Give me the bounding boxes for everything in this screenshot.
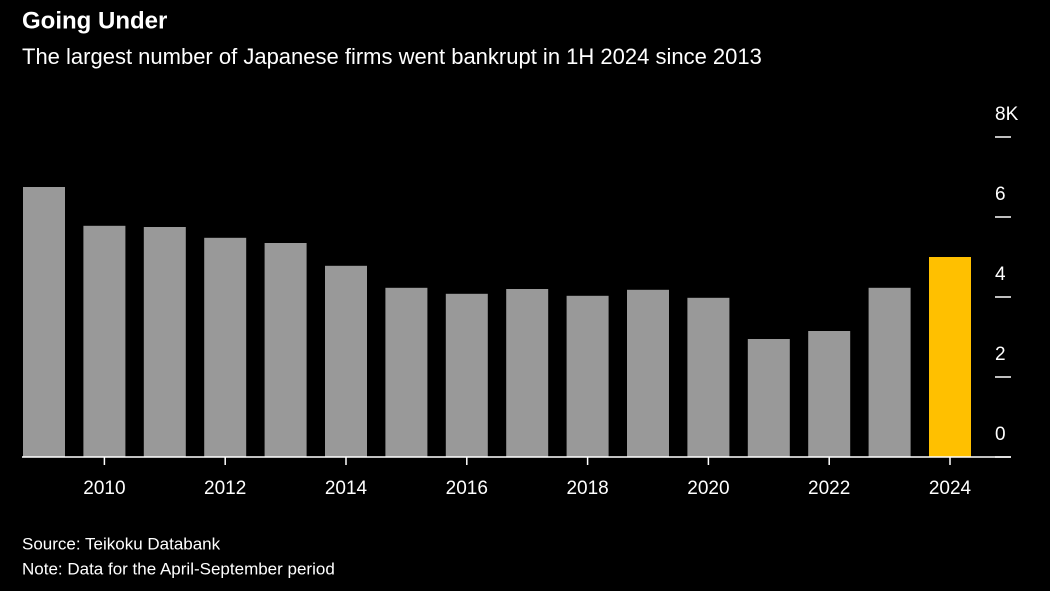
bar [566,295,609,457]
bar [747,339,790,457]
bar [808,331,851,457]
x-tick-label: 2018 [566,478,608,499]
bar [23,187,65,457]
x-tick-label: 2016 [446,478,488,499]
chart-title: Going Under [22,7,167,34]
bar [929,257,971,457]
note: Note: Data for the April-September perio… [22,559,335,578]
bar [325,265,367,457]
y-tick-label: 0 [995,424,1006,445]
bar [204,237,247,457]
bar [868,287,911,457]
x-tick-label: 2012 [204,478,246,499]
y-tick-label: 2 [995,344,1006,365]
chart-subtitle: The largest number of Japanese firms wen… [22,44,762,69]
bar [264,243,307,457]
bar [506,289,549,457]
x-tick-label: 2020 [687,478,729,499]
y-tick-label: 8K [995,104,1019,125]
y-tick-label: 6 [995,184,1006,205]
x-tick-label: 2024 [929,478,972,499]
y-tick-label: 4 [995,264,1006,285]
bar [385,287,428,457]
x-tick-label: 2022 [808,478,850,499]
bar [627,289,669,457]
bar [83,225,126,457]
x-tick-label: 2010 [83,478,125,499]
bar [687,297,730,457]
x-tick-label: 2014 [325,478,368,499]
bar [143,227,186,457]
bar [445,293,488,457]
source: Source: Teikoku Databank [22,534,221,553]
